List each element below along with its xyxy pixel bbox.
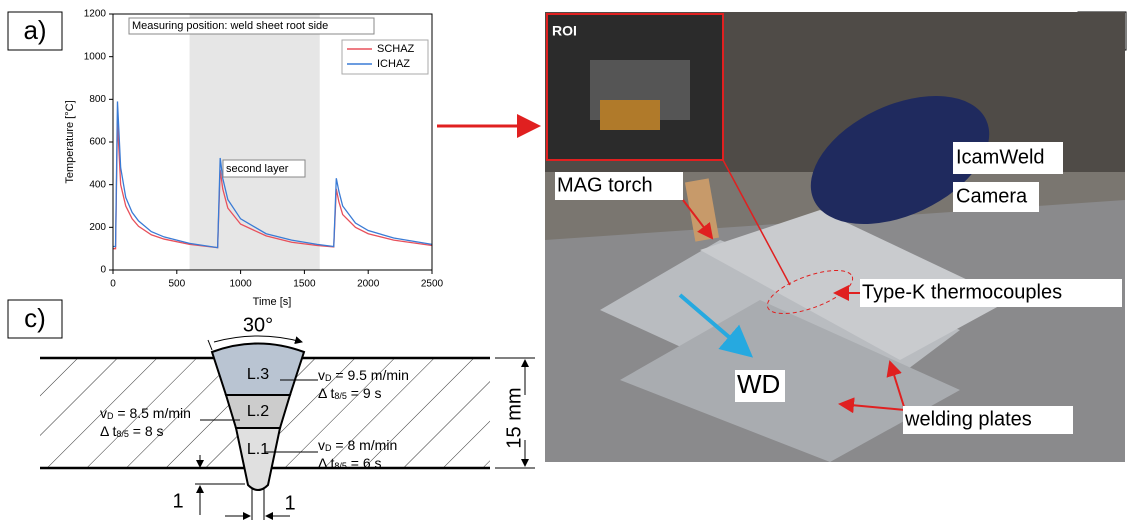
y-tick-label: 0 [100,265,106,276]
param-speed: vD = 8 m/min [318,437,397,454]
y-tick-label: 1200 [84,9,107,20]
chart: Time [s] Temperature [°C] 0 500 1000 1500 20… [64,9,444,308]
param-text: = 8.5 m/min [114,405,191,421]
panel-label: c) [24,303,46,333]
x-tick-label: 2000 [357,279,380,290]
x-tick-label: 500 [168,279,185,290]
label-box [7,11,63,51]
param-text: Δ t [100,423,116,439]
param-text: = 8 m/min [332,437,398,453]
x-tick-label: 1000 [229,279,252,290]
photo-label: WD [737,369,780,399]
param-sub: 8/5 [334,391,347,401]
param-sub: 8/5 [334,461,347,471]
thickness-label: 15 mm [503,387,525,448]
legend-label: ICHAZ [377,58,410,70]
photo-label: IcamWeld [956,146,1045,168]
legend-label: SCHAZ [377,43,415,55]
param-sub: 8/5 [116,429,129,439]
layer-label: L.1 [247,441,269,458]
photo-label: welding plates [904,408,1032,430]
inset-label: ROI [552,23,577,39]
param-sub: D [107,411,114,421]
y-tick-label: 200 [89,222,106,233]
y-tick-label: 1000 [84,51,107,62]
param-text: v [318,367,325,383]
panel-label: a) [23,15,46,45]
x-tick-label: 1500 [293,279,316,290]
param-sub: D [325,443,332,453]
annotation-box [128,17,375,35]
annotation-box [222,159,306,178]
x-tick-label: 0 [110,279,116,290]
param-sub: D [325,373,332,383]
label-box [7,299,63,339]
y-axis-label: Temperature [°C] [64,100,76,183]
annotation: Measuring position: weld sheet root side [132,20,328,32]
x-tick-label: 2500 [421,279,444,290]
param-time: Δ t8/5 = 8 s [100,423,164,440]
photo: ROI IcamWeld Camera MAG torch Type-K the… [545,12,1125,462]
y-tick-label: 600 [89,137,106,148]
dimension-label: 1 [172,490,183,512]
param-speed: vD = 8.5 m/min [100,405,191,422]
line-series [113,120,433,250]
param-text: = 9 s [347,385,382,401]
param-time: Δ t8/5 = 6 s [318,455,382,472]
param-text: Δ t [318,455,334,471]
plot-frame [112,13,433,271]
y-tick-label: 400 [89,179,106,190]
photo-label: MAG torch [557,174,653,196]
dimension-label: 1 [284,492,295,514]
angle-label: 30° [243,314,273,336]
layer-label: L.2 [247,403,269,420]
param-time: Δ t8/5 = 9 s [318,385,382,402]
param-text: Δ t [318,385,334,401]
param-text: = 6 s [347,455,382,471]
param-speed: vD = 9.5 m/min [318,367,409,384]
param-text: = 8 s [129,423,164,439]
line-series [113,101,433,249]
diagram: 30° L.3 L.2 L.1 15 mm 1 1 vD = 9.5 m/min… [40,314,535,520]
annotation: second layer [226,163,289,175]
param-text: v [100,405,107,421]
photo-label: Camera [956,185,1028,207]
legend-box [341,39,429,75]
shaded-region [189,14,320,270]
param-text: v [318,437,325,453]
layer-label: L.3 [247,366,269,383]
param-text: = 9.5 m/min [332,367,409,383]
x-axis-label: Time [s] [253,296,292,308]
y-tick-label: 800 [89,94,106,105]
photo-label: Type-K thermocouples [862,281,1062,303]
